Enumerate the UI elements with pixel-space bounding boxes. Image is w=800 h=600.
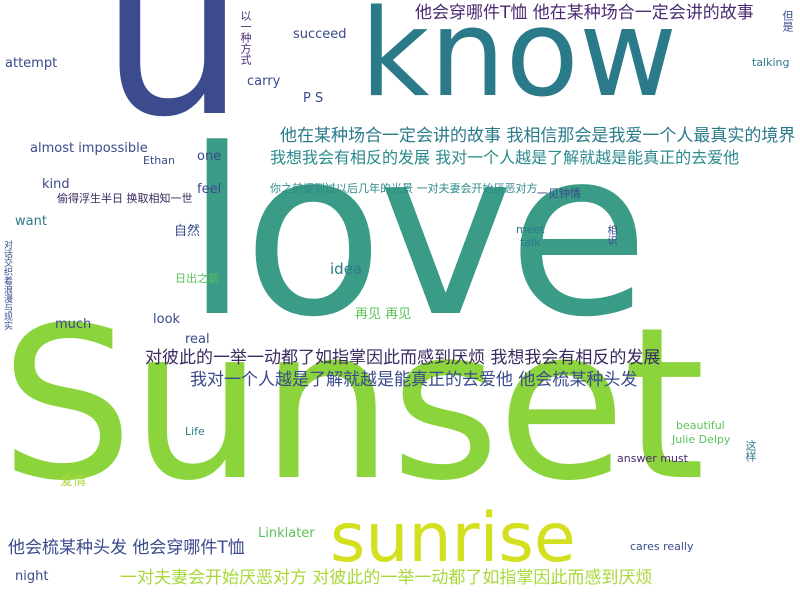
- phrase-7: 一对夫妻会开始厌恶对方 对彼此的一举一动都了如指掌因此而感到厌烦: [120, 568, 653, 588]
- word-real: real: [185, 332, 210, 347]
- word-look: look: [153, 312, 181, 327]
- word-feel: feel: [197, 182, 222, 197]
- vertical-word-4: 对话交织着浪漫与现实: [2, 240, 12, 330]
- word-love: love: [185, 101, 649, 368]
- word-sunrise: sunrise: [330, 499, 576, 578]
- vertical-word-2: 但是: [781, 10, 794, 32]
- word-almost-impossible: almost impossible: [30, 141, 148, 156]
- word-one: one: [197, 149, 222, 164]
- word-cares-really: cares really: [630, 540, 694, 553]
- phrase-1: 他会穿哪件T恤 他在某种场合一定会讲的故事: [415, 3, 754, 23]
- vertical-word-3: 这样: [744, 440, 757, 462]
- word-talk: talk: [520, 236, 541, 249]
- phrase-4: 对彼此的一举一动都了如指掌因此而感到厌烦 我想我会有相反的发展: [145, 348, 661, 368]
- word-ethan: Ethan: [143, 154, 175, 167]
- word-much: much: [55, 317, 92, 332]
- word-linklater: Linklater: [258, 526, 315, 541]
- word-attempt: attempt: [5, 56, 58, 71]
- word-want: want: [15, 214, 47, 229]
- word-know: know: [360, 0, 678, 124]
- phrase-nizhiqian: 你之前提到过以后几年的光景 一对夫妻会开始厌恶对方: [270, 182, 538, 195]
- word-sunset: Sunset: [0, 282, 705, 527]
- word-ps: P S: [303, 91, 324, 106]
- phrase-toude: 偷得浮生半日 换取相知一世: [57, 192, 193, 205]
- word-ziran: 自然: [174, 224, 201, 239]
- word-meet: meet: [516, 223, 545, 236]
- word-succeed: succeed: [293, 27, 347, 42]
- word-night: night: [15, 569, 49, 584]
- phrase-3: 我想我会有相反的发展 我对一个人越是了解就越是能真正的去爱他: [270, 148, 740, 167]
- phrase-6: 他会梳某种头发 他会穿哪件T恤: [8, 538, 245, 558]
- phrase-2: 他在某种场合一定会讲的故事 我相信那会是我爱一个人最真实的境界: [280, 126, 796, 146]
- vertical-word-1: 以一种方式: [239, 10, 252, 65]
- vertical-word-5: 相识: [605, 225, 616, 245]
- word-julie-delpy: Julie Delpy: [672, 433, 731, 446]
- word-life: Life: [185, 425, 205, 438]
- phrase-5: 我对一个人越是了解就越是能真正的去爱他 他会梳某种头发: [190, 370, 638, 390]
- word-aiqing: 爱情: [60, 474, 87, 489]
- word-zaijian: 再见 再见: [355, 307, 412, 322]
- word-u: u: [100, 0, 246, 168]
- word-idea: idea: [330, 260, 363, 278]
- word-carry: carry: [247, 74, 281, 89]
- word-beautiful: beautiful: [676, 419, 725, 432]
- word-yijianzhongqing: 一见钟情: [537, 187, 581, 200]
- word-richuzhiqian: 日出之前: [175, 272, 219, 285]
- word-kind: kind: [42, 177, 70, 192]
- word-talking: talking: [752, 56, 790, 69]
- word-answer-must: answer must: [617, 452, 688, 465]
